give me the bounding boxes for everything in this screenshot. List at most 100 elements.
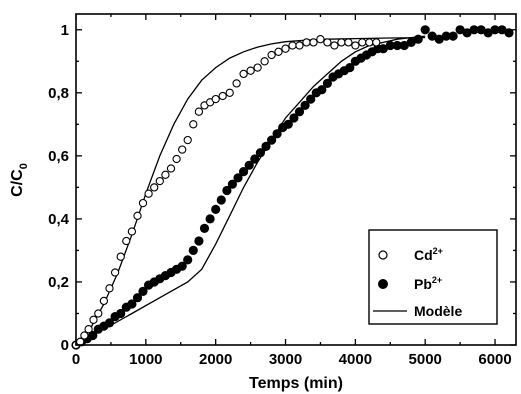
pb-data-point — [385, 40, 395, 51]
legend-label-model: Modèle — [414, 303, 462, 319]
pb-data-point — [306, 94, 316, 104]
pb-data-point — [250, 154, 260, 164]
pb-data-point — [116, 308, 126, 319]
cd-data-point — [116, 252, 125, 261]
pb-data-point — [177, 261, 187, 271]
legend-label-pb: Pb2+ — [414, 275, 442, 292]
cd-data-point — [110, 268, 120, 277]
cd-data-point — [218, 91, 227, 101]
y-tick-label: 0,4 — [48, 211, 70, 228]
pb-data-point — [378, 44, 388, 54]
pb-data-point — [317, 85, 327, 95]
svg-text:C/C0: C/C0 — [9, 163, 30, 197]
pb-data-point — [216, 195, 226, 205]
pb-data-point — [490, 25, 500, 35]
cd-data-point — [127, 227, 137, 236]
cd-data-point — [239, 69, 248, 79]
cd-data-point — [337, 38, 346, 47]
pb-data-point — [88, 330, 98, 341]
cd-data-point — [155, 176, 164, 186]
x-tick-label: 1000 — [129, 351, 162, 368]
cd-data-point — [365, 38, 374, 47]
cd-data-point — [189, 120, 198, 129]
cd-data-point — [302, 38, 311, 47]
pb-data-point — [455, 25, 465, 35]
cd-data-point — [178, 145, 187, 154]
cd-data-point — [150, 183, 159, 192]
legend-marker-pb — [378, 279, 388, 289]
pb-data-point — [222, 185, 232, 196]
cd-data-point — [80, 331, 89, 340]
legend-label-cd: Cd2+ — [414, 246, 443, 263]
pb-data-point — [441, 31, 451, 41]
pb-data-point — [127, 299, 137, 309]
y-axis-title-sub: 0 — [18, 163, 30, 169]
y-tick-label: 1 — [61, 22, 69, 39]
x-tick-label: 6000 — [478, 351, 511, 368]
cd-data-point — [89, 315, 98, 324]
cd-data-point — [138, 198, 148, 208]
cd-data-point — [99, 296, 109, 306]
x-axis-title: Temps (min) — [249, 375, 343, 392]
pb-data-point — [227, 179, 237, 189]
pb-data-point — [399, 40, 409, 51]
pb-data-point — [188, 245, 198, 255]
pb-data-point — [497, 25, 507, 35]
cd-data-point — [105, 284, 114, 293]
cd-data-point — [253, 63, 262, 72]
pb-data-point — [211, 204, 221, 214]
pb-data-point — [194, 236, 204, 246]
pb-data-point — [132, 293, 143, 303]
cd-data-point — [246, 66, 255, 75]
pb-data-point — [104, 318, 115, 328]
cd-data-point — [351, 41, 360, 50]
plot-area — [71, 25, 514, 350]
cd-data-point — [211, 94, 220, 104]
pb-data-point — [272, 129, 282, 139]
cd-data-point — [288, 41, 297, 50]
cd-data-point — [295, 41, 304, 50]
cd-data-point — [358, 38, 367, 47]
legend: Cd2+ Pb2+ Modèle — [368, 229, 498, 325]
pb-data-point — [244, 160, 254, 170]
cd-data-point — [330, 41, 339, 50]
cd-data-point — [344, 38, 353, 47]
cd-data-point — [122, 236, 131, 246]
cd-data-point — [225, 88, 234, 97]
pb-data-point — [504, 28, 514, 38]
pb-data-point — [427, 31, 437, 41]
y-tick-label: 0,6 — [48, 148, 69, 165]
cd-data-point — [84, 325, 93, 334]
pb-data-point — [448, 31, 458, 41]
y-axis-title: C/C0 — [9, 163, 30, 197]
pb-data-point — [289, 113, 299, 123]
x-axis-ticks: 0 1000 2000 3000 4000 5000 6000 — [72, 14, 512, 368]
x-tick-label: 4000 — [339, 351, 372, 368]
pb-data-point — [283, 119, 293, 129]
y-tick-label: 0,8 — [48, 85, 69, 102]
cd-data-point — [274, 47, 283, 56]
cd-data-point — [94, 309, 103, 318]
pb-data-point — [261, 141, 271, 151]
y-tick-label: 0 — [61, 337, 69, 354]
cd-data-point — [172, 154, 181, 164]
cd-data-point — [183, 135, 192, 145]
pb-data-point — [406, 37, 416, 48]
pb-data-point — [255, 148, 265, 158]
y-axis-title-main: C/C — [9, 169, 26, 197]
pb-data-point — [239, 167, 249, 177]
pb-data-point — [322, 78, 332, 88]
pb-data-point — [138, 286, 148, 296]
cd-data-point — [372, 38, 381, 47]
cd-data-point — [309, 38, 318, 47]
x-tick-label: 0 — [72, 351, 80, 368]
pb-data-point — [462, 28, 472, 38]
cd-data-point — [166, 164, 176, 173]
pb-data-point — [183, 255, 193, 265]
cd-data-point — [144, 189, 153, 198]
cd-data-point — [323, 38, 332, 47]
pb-data-point — [483, 28, 493, 38]
pb-data-point — [294, 107, 305, 117]
cd-data-point — [281, 44, 290, 53]
